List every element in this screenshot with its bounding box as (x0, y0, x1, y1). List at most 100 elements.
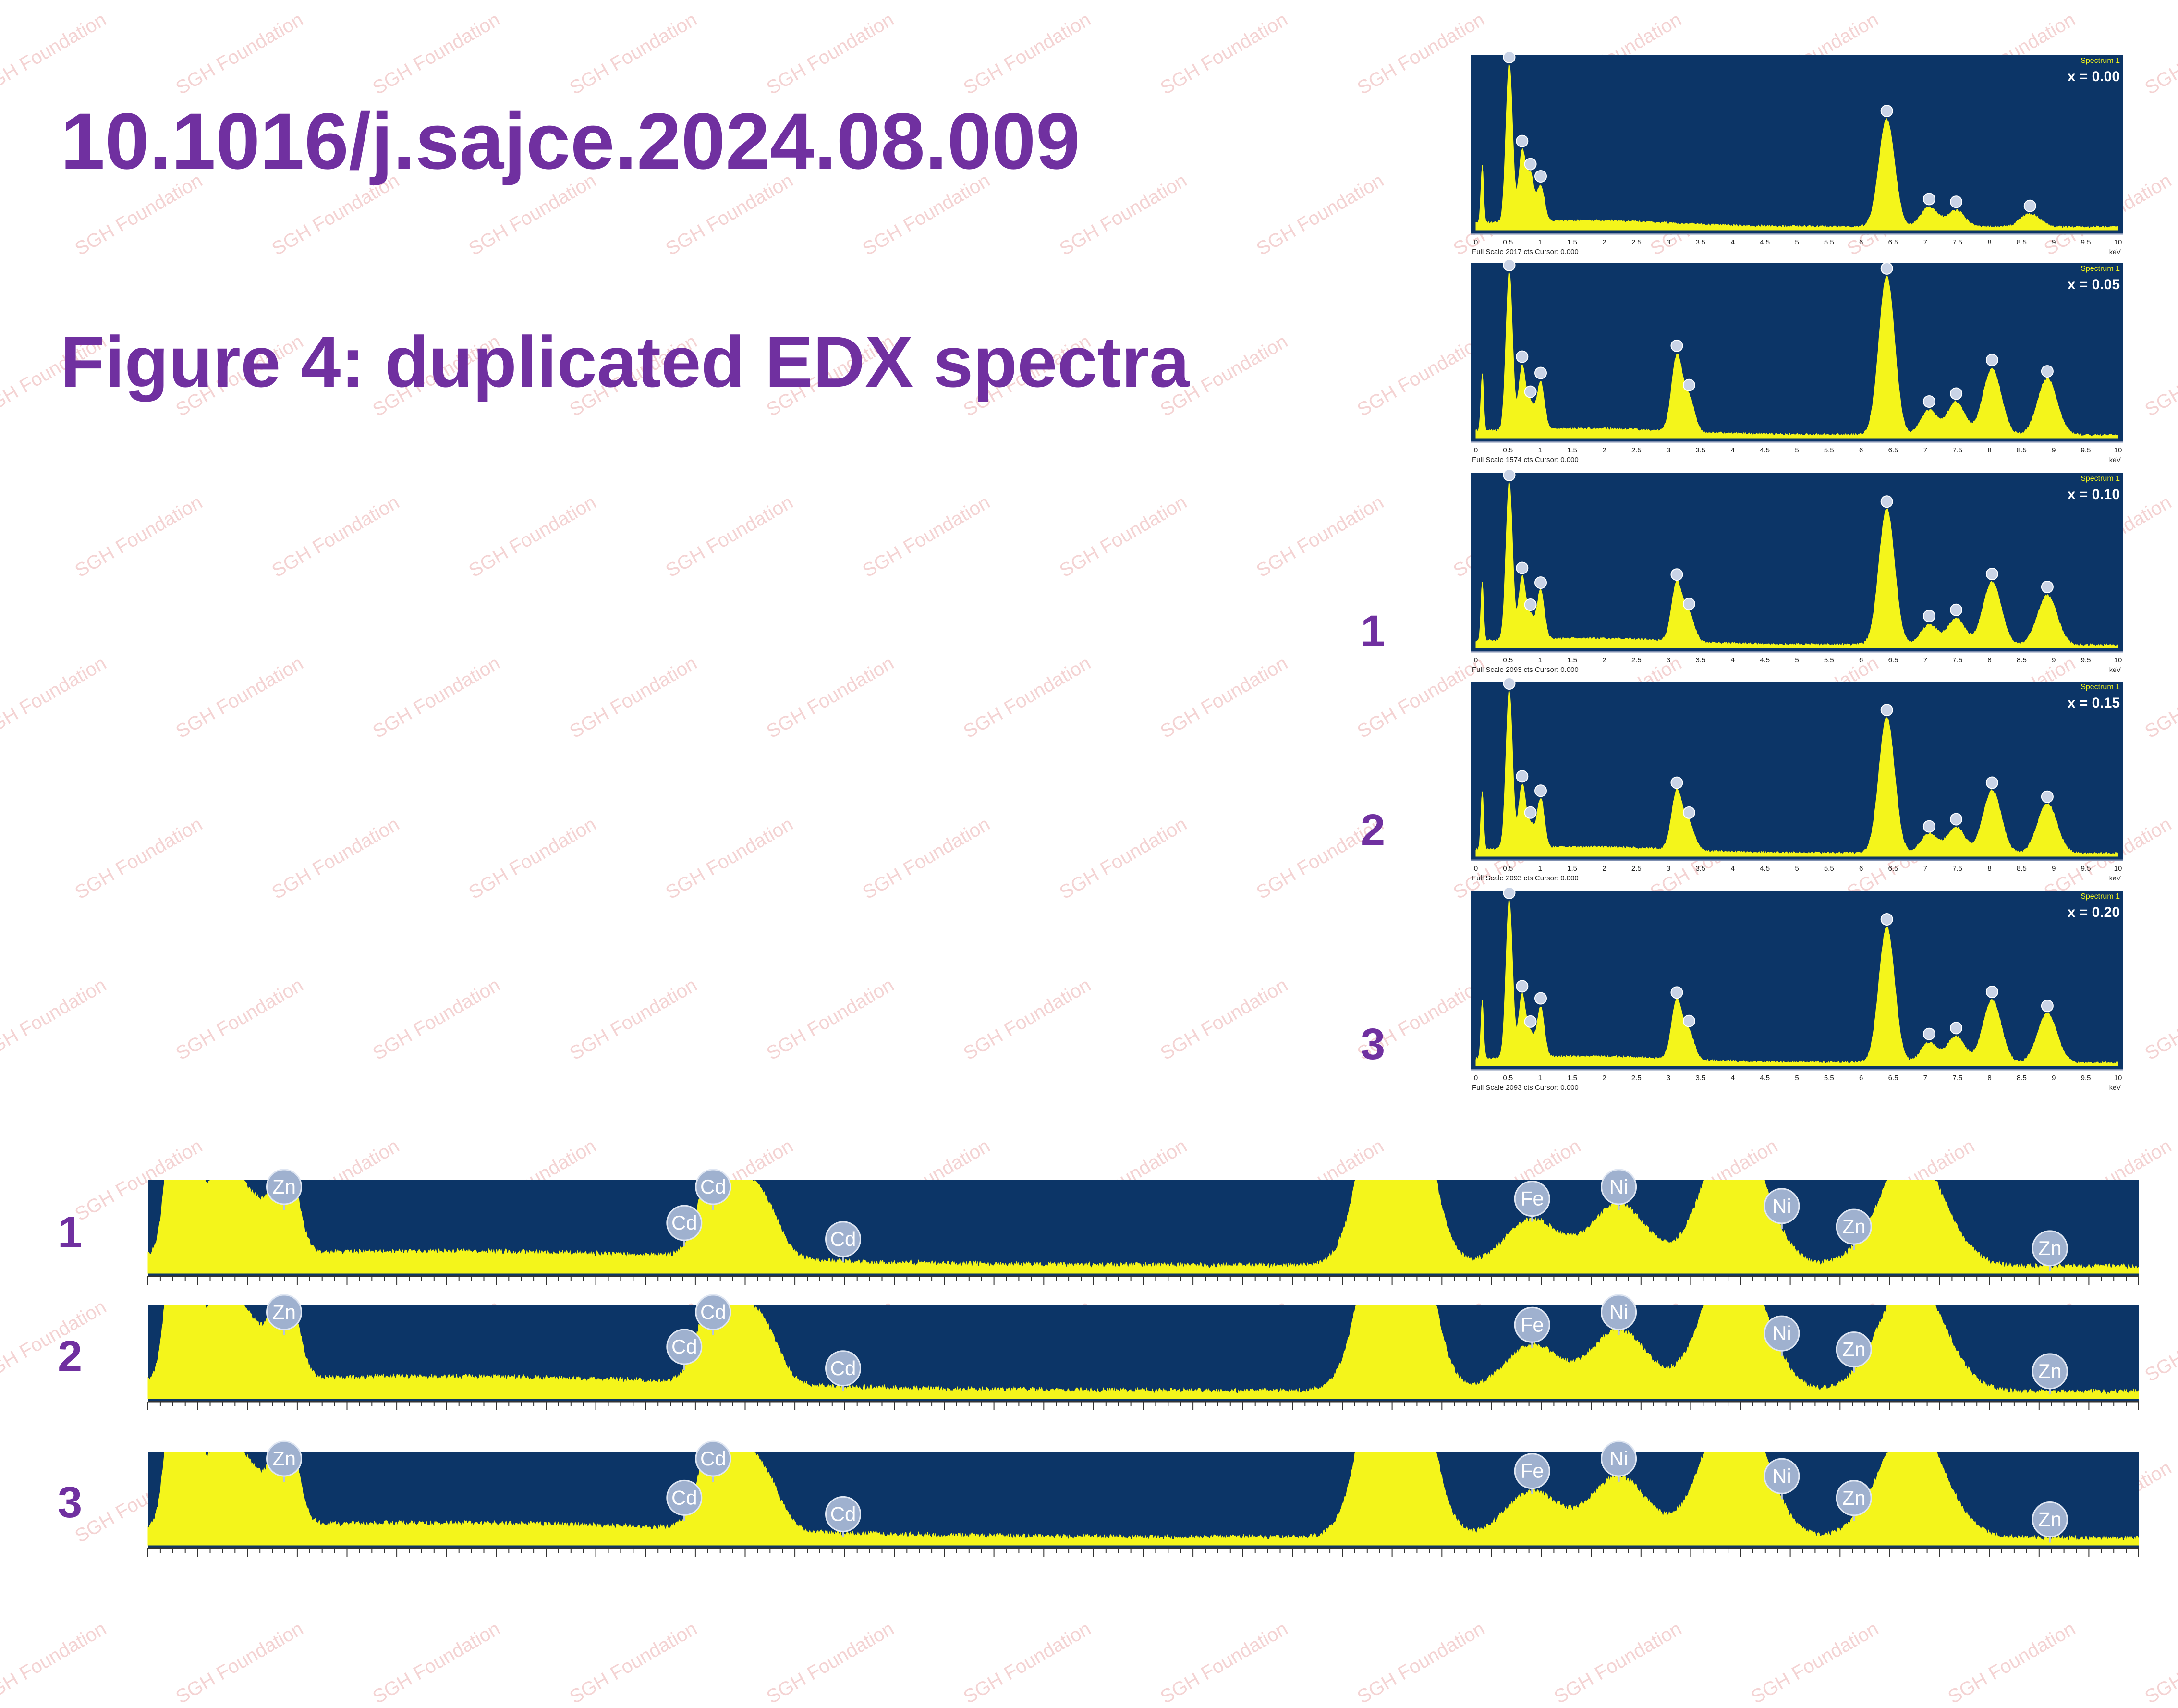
element-label-text: Cd (671, 1486, 697, 1509)
tick-label: 5.5 (1824, 238, 1834, 246)
peak-marker (1985, 354, 1998, 366)
element-label-zn: Zn (1836, 1331, 1872, 1373)
element-label-text: Fe (1521, 1460, 1544, 1482)
tick-label: 7.5 (1952, 1074, 1962, 1082)
element-label-text: Cd (700, 1175, 726, 1198)
peak-marker (1682, 1014, 1695, 1027)
plot-background (1471, 55, 2123, 234)
element-label-zn: Zn (266, 1169, 302, 1210)
tick-label: 6 (1859, 238, 1863, 246)
tick-label: 5 (1795, 865, 1799, 873)
tick-label: 0.5 (1503, 656, 1513, 664)
tick-label: 2.5 (1631, 238, 1642, 246)
peak-marker (1503, 887, 1516, 899)
tick-label: 8 (1987, 865, 1991, 873)
tick-label: 3.5 (1695, 865, 1705, 873)
element-label-fe: Fe (1514, 1181, 1550, 1222)
tick-label: 1 (1538, 865, 1542, 873)
tick-label: 5.5 (1824, 1074, 1834, 1082)
label-bubble (666, 1479, 703, 1516)
zoom-marker-2: 2 (58, 1332, 83, 1381)
tick-label: 0 (1474, 865, 1478, 873)
tick-label: 4.5 (1760, 1074, 1770, 1082)
peak-marker (1670, 339, 1683, 352)
tick-label: 4.5 (1760, 238, 1770, 246)
tick-label: 0 (1474, 238, 1478, 246)
panel-marker-3: 3 (1361, 1020, 1386, 1069)
element-label-zn: Zn (2032, 1353, 2068, 1394)
label-bubble (825, 1221, 861, 1257)
zoom-marker-3: 3 (58, 1478, 83, 1527)
peak-marker (1880, 105, 1893, 117)
tick-label: 0 (1474, 656, 1478, 664)
tick-label: 2.5 (1631, 865, 1642, 873)
tick-label: 10 (2114, 656, 2122, 664)
tick-label: 9 (2052, 238, 2056, 246)
peak-marker (1950, 813, 1963, 826)
composition-annotation: x = 0.20 (2068, 904, 2120, 920)
tick-label: 5.5 (1824, 656, 1834, 664)
tick-label: 7 (1923, 238, 1927, 246)
label-bubble (666, 1205, 703, 1241)
tick-label: 2 (1602, 865, 1606, 873)
peak-marker (1503, 677, 1516, 690)
tick-label: 4.5 (1760, 656, 1770, 664)
element-label-text: Cd (671, 1335, 697, 1358)
label-bubble (1764, 1458, 1800, 1494)
element-label-cd: Cd (666, 1205, 703, 1246)
peak-marker (1950, 603, 1963, 616)
label-bubble (2032, 1501, 2068, 1537)
tick-label: 2.5 (1631, 446, 1642, 454)
element-label-ni: Ni (1601, 1294, 1637, 1335)
peak-marker (1985, 986, 1998, 998)
scale-footer: Full Scale 2093 cts Cursor: 0.000 (1472, 666, 1579, 674)
element-label-text: Zn (1842, 1338, 1866, 1361)
plot-background (1471, 891, 2123, 1070)
peak-marker (1670, 776, 1683, 789)
element-label-text: Zn (2038, 1508, 2062, 1531)
label-bubble (825, 1496, 861, 1532)
element-label-cd: Cd (695, 1294, 731, 1335)
element-label-cd: Cd (825, 1496, 861, 1537)
tick-label: 10 (2114, 865, 2122, 873)
element-label-zn: Zn (266, 1440, 302, 1482)
tick-label: 3 (1667, 238, 1670, 246)
peak-marker (1503, 469, 1516, 481)
tick-label: 0 (1474, 446, 1478, 454)
tick-label: 6 (1859, 1074, 1863, 1082)
tick-label: 8.5 (2017, 656, 2027, 664)
tick-label: 7.5 (1952, 656, 1962, 664)
element-label-cd: Cd (666, 1479, 703, 1521)
element-label-zn: Zn (2032, 1501, 2068, 1543)
peak-marker (1682, 378, 1695, 391)
tick-label: 9 (2052, 656, 2056, 664)
tick-label: 3 (1667, 446, 1670, 454)
tick-label: 3.5 (1695, 238, 1705, 246)
tick-label: 9.5 (2081, 656, 2091, 664)
tick-label: 8.5 (2017, 238, 2027, 246)
peak-marker (2041, 365, 2054, 378)
tick-label: 7 (1923, 656, 1927, 664)
label-bubble (1514, 1306, 1550, 1343)
element-label-ni: Ni (1764, 1315, 1800, 1357)
tick-label: 9.5 (2081, 446, 2091, 454)
tick-label: 4.5 (1760, 865, 1770, 873)
tick-label: 0.5 (1503, 238, 1513, 246)
peak-marker (1985, 568, 1998, 580)
tick-label: 8.5 (2017, 865, 2027, 873)
spectrum-panel-4: Spectrum 1 x = 0.15 0 0.5 1 1.5 2 2.5 3 3.5 4 4.5 5 5… (1471, 677, 2123, 882)
tick-label: 0.5 (1503, 865, 1513, 873)
tick-label: 7.5 (1952, 865, 1962, 873)
tick-label: 2.5 (1631, 1074, 1642, 1082)
element-label-text: Zn (272, 1447, 296, 1470)
element-label-text: Ni (1772, 1464, 1791, 1487)
peak-marker (2041, 1000, 2054, 1013)
peak-marker (1880, 262, 1893, 275)
tick-label: 9 (2052, 1074, 2056, 1082)
element-label-cd: Cd (666, 1329, 703, 1370)
tick-label: 9 (2052, 446, 2056, 454)
peak-marker (1682, 806, 1695, 819)
peak-marker (2041, 790, 2054, 803)
element-label-cd: Cd (825, 1221, 861, 1262)
